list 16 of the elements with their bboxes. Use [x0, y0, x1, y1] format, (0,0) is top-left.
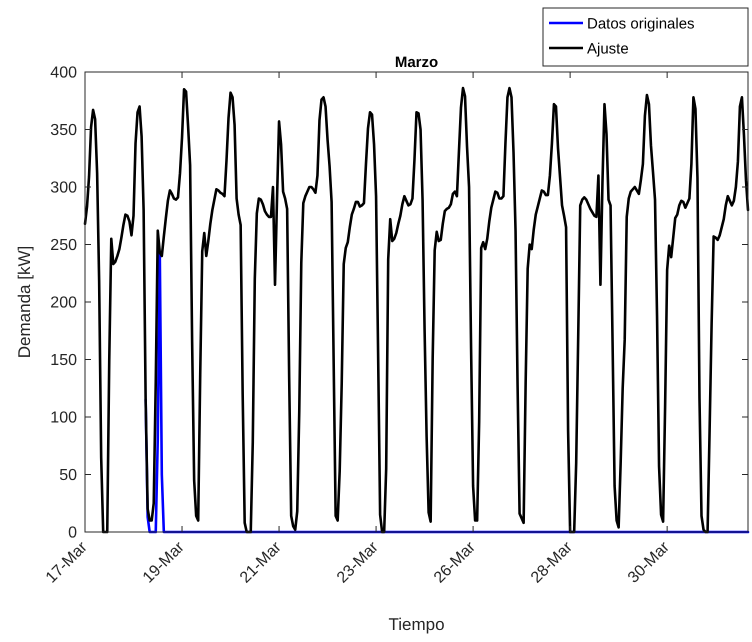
y-tick-label: 150 — [50, 352, 78, 370]
legend-label: Datos originales — [587, 15, 695, 32]
y-tick-label: 0 — [68, 524, 78, 542]
y-tick-label: 100 — [50, 410, 78, 427]
y-axis-title: Demanda [kW] — [15, 246, 34, 358]
y-tick-label: 300 — [50, 180, 78, 197]
y-tick-label: 400 — [50, 64, 78, 82]
legend-label: Ajuste — [587, 40, 629, 58]
x-axis-title: Tiempo — [388, 615, 445, 634]
line-series — [84, 86, 750, 534]
y-tick-label: 250 — [50, 237, 78, 254]
chart-title: Marzo — [394, 54, 438, 71]
line-series — [144, 251, 750, 534]
y-tick-label: 200 — [50, 294, 78, 312]
y-tick-label: 50 — [59, 467, 78, 484]
y-tick-label: 350 — [50, 122, 78, 140]
